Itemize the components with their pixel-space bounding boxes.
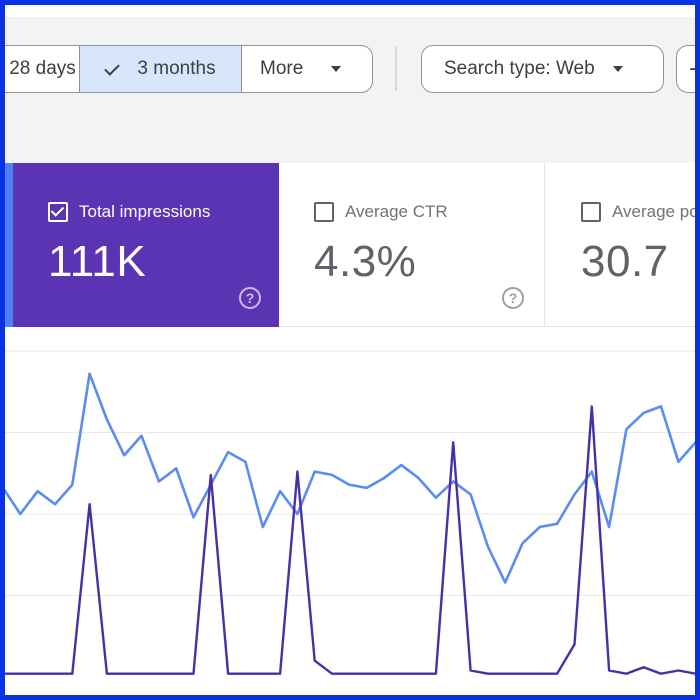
range-3-months-button[interactable]: 3 months — [79, 45, 242, 93]
add-filter-button[interactable]: + — [676, 45, 695, 93]
checkmark-icon — [105, 60, 123, 78]
add-filter-icon: + — [689, 54, 695, 85]
more-range-dropdown[interactable]: More — [241, 45, 373, 93]
card-average-ctr[interactable]: Average CTR 4.3% ? — [279, 163, 545, 327]
chart-lines — [5, 372, 695, 675]
filter-bar: 28 days 3 months More Search type: Web + — [5, 5, 695, 163]
total-clicks-card-edge[interactable] — [5, 163, 13, 327]
card-value: 4.3% — [314, 237, 417, 286]
checkbox-unchecked-icon[interactable] — [314, 202, 334, 222]
range-3-months-label: 3 months — [137, 58, 216, 79]
search-type-label: Search type: Web — [444, 58, 595, 79]
card-label: Average CTR — [345, 202, 448, 221]
card-label: Average position — [612, 202, 699, 221]
card-value: 30.7 — [581, 237, 669, 286]
card-label: Total impressions — [79, 202, 211, 221]
help-icon[interactable]: ? — [502, 287, 524, 309]
card-average-position[interactable]: Average position 30.7 — [546, 163, 699, 327]
more-range-label: More — [260, 58, 304, 79]
performance-chart — [5, 350, 695, 675]
filter-divider — [395, 47, 397, 91]
series-line-light — [5, 372, 695, 584]
card-value: 111K — [48, 237, 147, 286]
search-type-dropdown[interactable]: Search type: Web — [421, 45, 664, 93]
help-icon[interactable]: ? — [239, 287, 261, 309]
series-line-dark — [5, 405, 695, 675]
range-28-days-button[interactable]: 28 days — [5, 45, 81, 93]
card-total-impressions[interactable]: Total impressions 111K ? — [13, 163, 279, 327]
chevron-down-icon — [612, 66, 623, 72]
range-28-days-label: 28 days — [9, 58, 76, 79]
checkbox-unchecked-icon[interactable] — [581, 202, 601, 222]
chevron-down-icon — [331, 66, 342, 72]
chart-grid — [5, 350, 695, 596]
checkbox-checked-icon[interactable] — [48, 202, 68, 222]
header-strip — [5, 5, 695, 17]
